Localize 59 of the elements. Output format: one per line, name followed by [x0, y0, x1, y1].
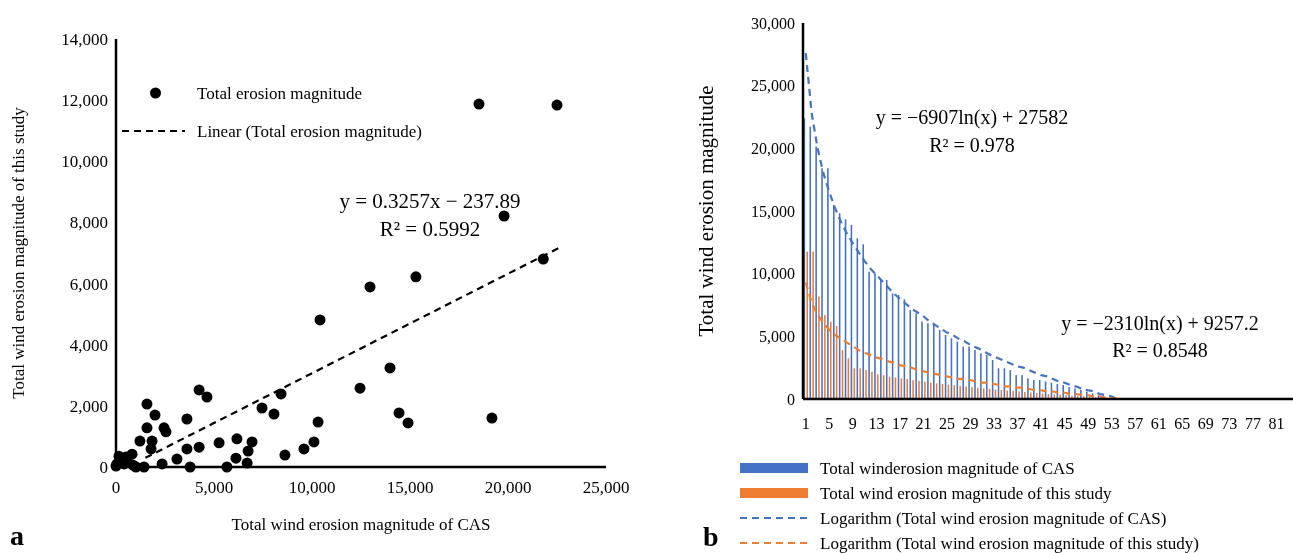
text: b: [703, 521, 719, 552]
x-tick-label: 53: [1103, 415, 1120, 432]
annotation: y = 0.3257x − 237.89: [339, 189, 521, 213]
y-tick-label: 30,000: [751, 14, 795, 32]
x-tick-label: 45: [1056, 415, 1073, 432]
y-tick-label: 2,000: [69, 396, 108, 416]
x-tick-label: 77: [1244, 415, 1261, 432]
x-tick-label: 15,000: [386, 478, 434, 497]
x-tick-label: 0: [111, 478, 121, 497]
annotation: y = −2310ln(x) + 9257.2: [1061, 312, 1259, 335]
y-axis-title: Total wind erosion magnitude of this study: [9, 106, 28, 399]
annotation: R² = 0.978: [929, 134, 1015, 156]
x-tick-label: 29: [962, 415, 979, 432]
x-tick-label: 13: [868, 415, 885, 432]
annotation: y = −6907ln(x) + 27582: [875, 106, 1069, 129]
x-tick-label: 25: [938, 415, 955, 432]
x-axis-title: Total wind erosion magnitude of CAS: [231, 515, 491, 534]
y-tick-label: 8,000: [69, 213, 108, 233]
y-tick-label: 4,000: [69, 335, 108, 355]
x-tick-label: 33: [986, 415, 1003, 432]
y-tick-label: 15,000: [751, 202, 795, 220]
x-tick-label: 10,000: [288, 478, 336, 497]
y-tick-label: 0: [787, 390, 795, 408]
annotation: R² = 0.8548: [1112, 339, 1208, 361]
y-tick-label: 12,000: [61, 91, 108, 111]
annotation: R² = 0.5992: [379, 217, 481, 241]
legend-label: Linear (Total erosion magnitude): [197, 121, 422, 141]
x-tick-label: 81: [1268, 415, 1285, 432]
y-tick-label: 10,000: [751, 265, 795, 283]
x-tick-label: 69: [1197, 415, 1214, 432]
y-tick-label: 14,000: [61, 29, 108, 49]
x-tick-label: 49: [1080, 415, 1097, 432]
text: a: [10, 520, 24, 551]
x-tick-label: 5: [825, 415, 834, 432]
y-tick-label: 6,000: [69, 274, 108, 294]
y-tick-label: 0: [99, 457, 108, 477]
x-tick-label: 57: [1127, 415, 1144, 432]
legend-label: Logarithm (Total wind erosion magnitude of CAS): [820, 508, 1167, 528]
y-axis-title: Total wind erosion magnitude: [694, 85, 718, 337]
legend-label: Total erosion magnitude: [197, 83, 362, 103]
legend-label: Total wind erosion magnitude of this study: [820, 483, 1113, 503]
y-tick-label: 25,000: [751, 77, 795, 95]
x-tick-label: 65: [1174, 415, 1191, 432]
x-tick-label: 73: [1221, 415, 1238, 432]
x-tick-label: 1: [801, 415, 810, 432]
x-tick-label: 5,000: [194, 478, 234, 497]
x-tick-label: 37: [1009, 415, 1026, 432]
x-tick-label: 20,000: [484, 478, 532, 497]
x-tick-label: 21: [915, 415, 932, 432]
legend-label: Total winderosion magnitude of CAS: [820, 458, 1075, 478]
x-tick-label: 25,000: [582, 478, 630, 497]
x-tick-label: 41: [1033, 415, 1050, 432]
x-tick-label: 9: [848, 415, 857, 432]
x-tick-label: 61: [1150, 415, 1167, 432]
legend-label: Logarithm (Total wind erosion magnitude of this study): [820, 533, 1199, 553]
y-tick-label: 5,000: [759, 327, 795, 345]
x-tick-label: 17: [891, 415, 908, 432]
y-tick-label: 20,000: [751, 139, 795, 157]
y-tick-label: 10,000: [61, 152, 108, 172]
